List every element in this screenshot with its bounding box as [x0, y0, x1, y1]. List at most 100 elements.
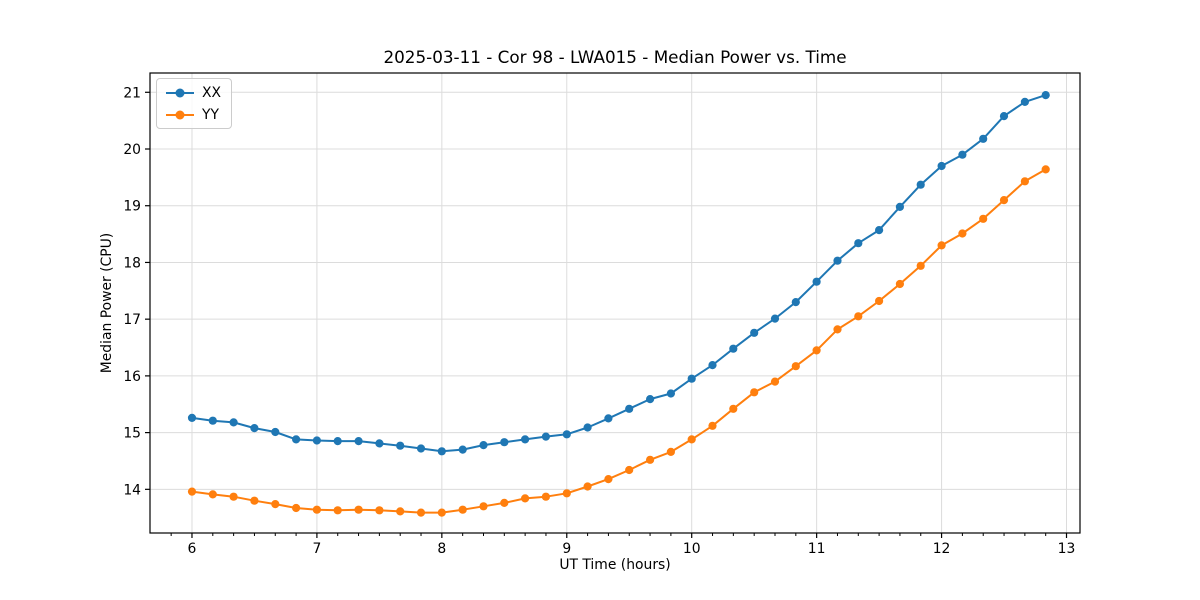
series-xx-point [1020, 97, 1029, 106]
y-tick-label: 20 [123, 142, 141, 158]
series-xx-point [791, 298, 800, 307]
series-xx-point [687, 374, 696, 383]
series-xx-point [604, 414, 613, 423]
y-tick-label: 21 [123, 85, 141, 101]
series-xx-point [312, 436, 321, 445]
series-xx-point [292, 435, 301, 444]
series-yy-point [625, 465, 634, 475]
series-xx-point [396, 441, 405, 450]
series-xx-point [208, 416, 217, 425]
series-yy-point [187, 487, 197, 496]
series-xx-point [521, 435, 530, 444]
legend-line-marker-yy-icon [166, 110, 194, 119]
series-yy-point [666, 447, 676, 456]
series-yy-point [958, 229, 967, 238]
legend-label-xx: XX [202, 84, 222, 101]
series-xx-point [416, 444, 426, 453]
series-xx-point [437, 447, 446, 456]
y-tick-label: 16 [123, 369, 141, 385]
x-tick-label: 11 [808, 541, 826, 557]
series-yy-point [396, 507, 405, 516]
series-yy-point [292, 503, 301, 513]
series-yy-point [458, 505, 467, 514]
series-xx-point [833, 256, 842, 265]
series-xx-point [187, 413, 197, 422]
series-xx-point [250, 424, 259, 433]
series-xx-point [729, 344, 738, 353]
series-xx-point [354, 437, 363, 446]
series-yy-point [687, 435, 696, 444]
series-yy-point [708, 421, 717, 430]
x-tick-label: 9 [562, 541, 571, 557]
series-yy-point [271, 500, 280, 509]
series-yy-point [1020, 177, 1029, 186]
chart-title: 2025-03-11 - Cor 98 - LWA015 - Median Po… [383, 47, 847, 67]
series-xx-point [708, 361, 717, 370]
series-yy-point [604, 475, 613, 484]
series-yy-point [854, 312, 863, 321]
series-xx-point [979, 134, 988, 143]
series-yy-point [750, 388, 759, 397]
series-xx-point [958, 150, 967, 159]
series-yy-point [729, 404, 738, 413]
series-yy-point [375, 506, 384, 515]
y-tick-label: 17 [123, 312, 141, 328]
series-yy-point [479, 502, 488, 511]
x-tick-label: 8 [437, 541, 446, 557]
legend-item-xx: XX [166, 84, 221, 101]
series-xx-point [562, 430, 571, 439]
series-yy-point [791, 362, 800, 371]
y-tick-label: 15 [123, 426, 141, 442]
series-xx-point [229, 418, 238, 427]
series-xx-point [583, 423, 592, 432]
x-tick-label: 7 [312, 541, 321, 557]
series-yy-point [354, 505, 363, 514]
series-xx-point [999, 112, 1009, 121]
series-xx-point [1041, 91, 1050, 100]
x-tick-label: 10 [683, 541, 701, 557]
series-xx-point [375, 439, 384, 448]
series-yy-point [208, 490, 217, 499]
series-xx-point [875, 226, 884, 235]
series-yy-point [583, 482, 592, 491]
series-yy-point [437, 508, 446, 517]
series-xx-point [812, 277, 821, 286]
x-tick-label: 13 [1058, 541, 1076, 557]
series-yy-point [416, 508, 426, 517]
series-xx-point [770, 314, 780, 323]
series-xx-point [333, 437, 342, 446]
series-yy-point [229, 492, 238, 501]
series-xx-point [895, 202, 905, 211]
legend-line-marker-xx-icon [166, 88, 194, 97]
series-yy-point [937, 241, 946, 250]
series-yy-point [999, 196, 1009, 205]
y-tick-label: 18 [123, 255, 141, 271]
series-xx-point [541, 432, 551, 441]
series-yy-point [646, 455, 655, 464]
series-yy-point [1041, 165, 1050, 174]
series-yy-point [333, 506, 342, 515]
series-xx-point [854, 239, 863, 248]
legend-item-yy: YY [166, 106, 221, 123]
plot-border [149, 72, 1081, 534]
series-xx-point [625, 404, 634, 413]
series-yy-point [875, 296, 884, 306]
series-yy-point [833, 325, 842, 334]
series-xx-point [750, 328, 759, 337]
series-yy-point [562, 489, 571, 498]
y-axis-label: Median Power (CPU) [99, 232, 115, 374]
plot-area [150, 73, 1080, 533]
series-yy-point [250, 496, 259, 505]
series-xx-point [458, 445, 467, 454]
series-xx-point [937, 161, 946, 171]
series-xx-point [479, 441, 488, 450]
series-yy-point [541, 492, 551, 501]
series-yy-point [500, 498, 509, 507]
series-yy-point [812, 346, 821, 355]
series-xx-point [500, 438, 509, 447]
series-yy-point [916, 261, 925, 270]
legend: XX YY [156, 78, 233, 129]
series-xx-point [646, 395, 655, 404]
